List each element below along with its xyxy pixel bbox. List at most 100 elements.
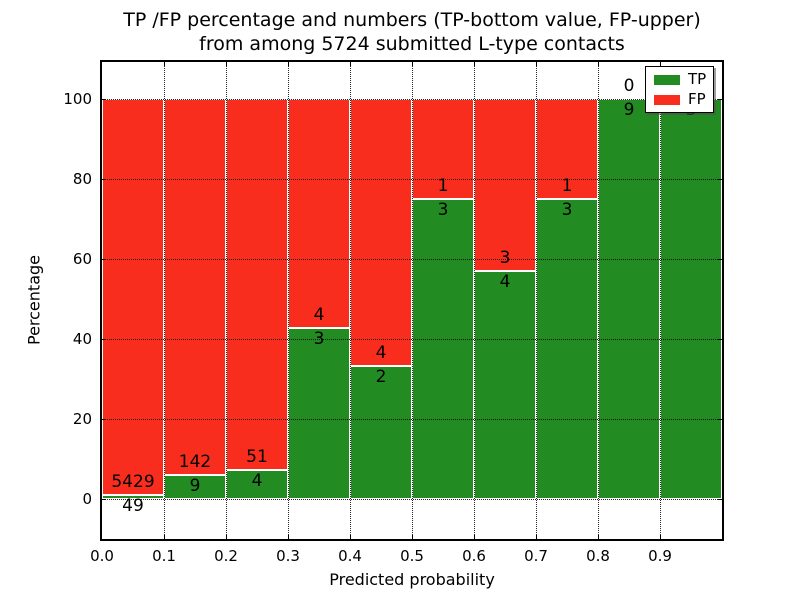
y-tick-label: 20 xyxy=(72,410,92,429)
y-axis-label: Percentage xyxy=(24,254,44,346)
x-tick-mark xyxy=(350,62,351,66)
fp-count-label: 1 xyxy=(561,176,573,197)
fp-bar-segment xyxy=(288,99,350,328)
fp-count-label: 51 xyxy=(246,446,268,467)
fp-bar-segment xyxy=(474,99,536,271)
fp-bar-segment xyxy=(226,99,288,470)
y-tick-mark xyxy=(102,99,106,101)
fp-count-label: 1 xyxy=(437,176,449,197)
fp-count-label: 4 xyxy=(375,342,387,363)
y-tick-label: 60 xyxy=(72,250,92,269)
chart-title: TP /FP percentage and numbers (TP-bottom… xyxy=(102,8,722,56)
fp-count-label: 0 xyxy=(623,76,635,97)
fp-bar-segment xyxy=(350,99,412,366)
x-tick-mark xyxy=(412,62,413,66)
legend-item: FP xyxy=(646,92,713,107)
x-tick-label: 0.2 xyxy=(214,547,238,565)
chart-title-line-1: TP /FP percentage and numbers (TP-bottom… xyxy=(123,9,701,31)
tp-bar-segment xyxy=(102,495,164,499)
y-tick-mark xyxy=(718,99,722,101)
gridline-vertical xyxy=(226,62,227,539)
legend-swatch-fp xyxy=(654,94,680,105)
gridline-vertical xyxy=(474,62,475,539)
x-tick-label: 0.5 xyxy=(400,547,424,565)
tp-count-label: 9 xyxy=(623,100,635,121)
x-tick-mark xyxy=(412,535,413,539)
tp-count-label: 4 xyxy=(499,271,511,292)
x-tick-mark xyxy=(164,62,165,66)
y-tick-mark xyxy=(102,339,106,341)
x-axis-label: Predicted probability xyxy=(329,570,495,589)
x-tick-mark xyxy=(598,535,599,539)
x-tick-mark xyxy=(536,62,537,66)
legend-item: TP xyxy=(646,72,713,87)
x-tick-label: 0.0 xyxy=(90,547,114,565)
tp-count-label: 9 xyxy=(189,476,201,497)
legend-label: TP xyxy=(688,70,707,88)
y-tick-mark xyxy=(718,179,722,181)
legend-label: FP xyxy=(688,90,706,108)
x-tick-mark xyxy=(226,62,227,66)
y-tick-label: 40 xyxy=(72,330,92,349)
x-tick-mark xyxy=(474,535,475,539)
x-tick-mark xyxy=(164,535,165,539)
gridline-vertical xyxy=(660,62,661,539)
y-tick-mark xyxy=(718,499,722,500)
tp-bar-segment xyxy=(412,199,474,499)
y-tick-mark xyxy=(718,419,722,421)
fp-count-label: 5429 xyxy=(111,472,155,493)
gridline-vertical xyxy=(350,62,351,539)
x-tick-mark xyxy=(288,62,289,66)
fp-bar-segment xyxy=(102,99,164,496)
tp-bar-segment xyxy=(598,99,660,499)
tp-count-label: 49 xyxy=(122,496,144,517)
gridline-vertical xyxy=(164,62,165,539)
x-tick-mark xyxy=(660,535,661,539)
gridline-vertical xyxy=(288,62,289,539)
tp-count-label: 3 xyxy=(437,200,449,221)
x-tick-label: 0.4 xyxy=(338,547,362,565)
x-tick-mark xyxy=(474,62,475,66)
tp-bar-segment xyxy=(474,270,536,499)
tp-count-label: 3 xyxy=(561,200,573,221)
x-tick-label: 0.1 xyxy=(152,547,176,565)
x-tick-mark xyxy=(660,62,661,66)
legend: TP FP xyxy=(645,66,714,113)
tp-count-label: 3 xyxy=(313,328,325,349)
x-tick-label: 0.6 xyxy=(462,547,486,565)
tp-count-label: 2 xyxy=(375,366,387,387)
y-tick-mark xyxy=(102,179,106,181)
y-tick-mark xyxy=(102,419,106,421)
x-tick-mark xyxy=(288,535,289,539)
tp-bar-segment xyxy=(288,327,350,499)
y-tick-mark xyxy=(718,339,722,341)
tp-count-label: 4 xyxy=(251,470,263,491)
x-tick-label: 0.9 xyxy=(648,547,672,565)
y-tick-mark xyxy=(718,259,722,261)
fp-count-label: 142 xyxy=(178,452,212,473)
legend-swatch-tp xyxy=(654,74,680,85)
x-tick-mark xyxy=(226,535,227,539)
fp-count-label: 4 xyxy=(313,304,325,325)
y-tick-mark xyxy=(102,499,106,500)
tp-bar-segment xyxy=(660,99,722,499)
tp-bar-segment xyxy=(536,199,598,499)
y-tick-label: 100 xyxy=(63,90,92,109)
x-tick-mark xyxy=(598,62,599,66)
gridline-vertical xyxy=(536,62,537,539)
y-tick-label: 0 xyxy=(82,490,92,508)
x-tick-label: 0.7 xyxy=(524,547,548,565)
fp-bar-segment xyxy=(164,99,226,476)
fp-count-label: 3 xyxy=(499,247,511,268)
x-tick-mark xyxy=(350,535,351,539)
gridline-vertical xyxy=(598,62,599,539)
x-tick-label: 0.3 xyxy=(276,547,300,565)
chart-title-line-2: from among 5724 submitted L-type contact… xyxy=(199,33,625,55)
gridline-vertical xyxy=(412,62,413,539)
x-tick-label: 0.8 xyxy=(586,547,610,565)
y-tick-mark xyxy=(102,259,106,261)
x-tick-mark xyxy=(536,535,537,539)
y-tick-label: 80 xyxy=(72,170,92,189)
